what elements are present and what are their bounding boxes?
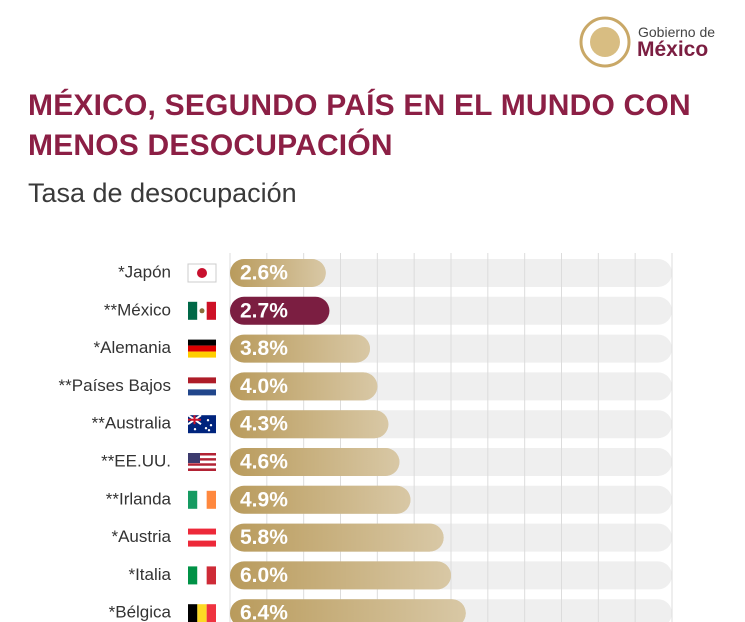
category-label: *Bélgica [109, 603, 172, 622]
bar-shine [230, 599, 466, 622]
flag [188, 540, 216, 547]
flag [188, 468, 216, 471]
category-label: *Alemania [94, 338, 172, 357]
flag [188, 389, 216, 396]
bar-shine [230, 372, 378, 401]
flag [188, 453, 200, 463]
flag [188, 465, 216, 469]
bar-shine [230, 259, 326, 287]
value-label: 2.6% [240, 262, 288, 285]
value-label: 6.4% [240, 602, 288, 622]
flag [188, 463, 216, 466]
logo-text: Gobierno de [638, 24, 716, 40]
flag [188, 455, 216, 459]
bar-shine [230, 410, 389, 439]
flag [206, 301, 216, 320]
category-label: **EE.UU. [101, 451, 171, 470]
category-label: **Irlanda [106, 489, 172, 508]
flag [188, 460, 216, 464]
flag [199, 308, 205, 314]
flag [188, 453, 216, 456]
flag [188, 458, 216, 461]
flag [188, 490, 198, 509]
bar-shine [230, 523, 444, 552]
bar-shine [230, 561, 451, 590]
logo-text: México [637, 38, 709, 61]
value-label: 4.6% [240, 451, 288, 474]
category-label: **México [104, 300, 171, 319]
logo-emblem [590, 27, 620, 57]
flag [206, 566, 216, 585]
flag [188, 301, 198, 320]
flag [188, 339, 216, 346]
flag [188, 351, 216, 358]
bar-shine [230, 334, 370, 363]
flag [197, 490, 207, 509]
chart-title: MÉXICO, SEGUNDO PAÍS EN EL MUNDO CON MEN… [28, 89, 691, 162]
value-label: 2.7% [240, 299, 288, 322]
flag [188, 534, 216, 541]
category-label: *Japón [118, 262, 171, 281]
flag [206, 419, 210, 422]
flag [206, 604, 216, 622]
value-label: 4.0% [240, 375, 288, 398]
bar [230, 296, 330, 325]
category-label: **Australia [92, 414, 172, 433]
value-label: 4.3% [240, 413, 288, 436]
flag [197, 566, 207, 585]
category-label: *Austria [111, 527, 171, 546]
flag [188, 528, 216, 535]
flag [188, 345, 216, 352]
flag [209, 424, 213, 427]
flag [207, 429, 211, 432]
value-label: 5.8% [240, 526, 288, 549]
flag [188, 377, 216, 384]
value-label: 4.9% [240, 488, 288, 511]
value-label: 6.0% [240, 564, 288, 587]
category-label: *Italia [128, 565, 171, 584]
flag [206, 490, 216, 509]
flag [188, 383, 216, 390]
flag [197, 268, 207, 278]
flag [188, 415, 201, 425]
flag [204, 427, 208, 430]
chart-subtitle: Tasa de desocupación [28, 178, 297, 208]
logo-emblem [579, 16, 631, 68]
flag [193, 428, 197, 431]
category-label: **Países Bajos [59, 376, 171, 395]
bar-shine [230, 485, 411, 514]
flag [188, 604, 198, 622]
value-label: 3.8% [240, 337, 288, 360]
flag [188, 566, 198, 585]
bar-shine [230, 448, 400, 476]
flag [197, 604, 207, 622]
